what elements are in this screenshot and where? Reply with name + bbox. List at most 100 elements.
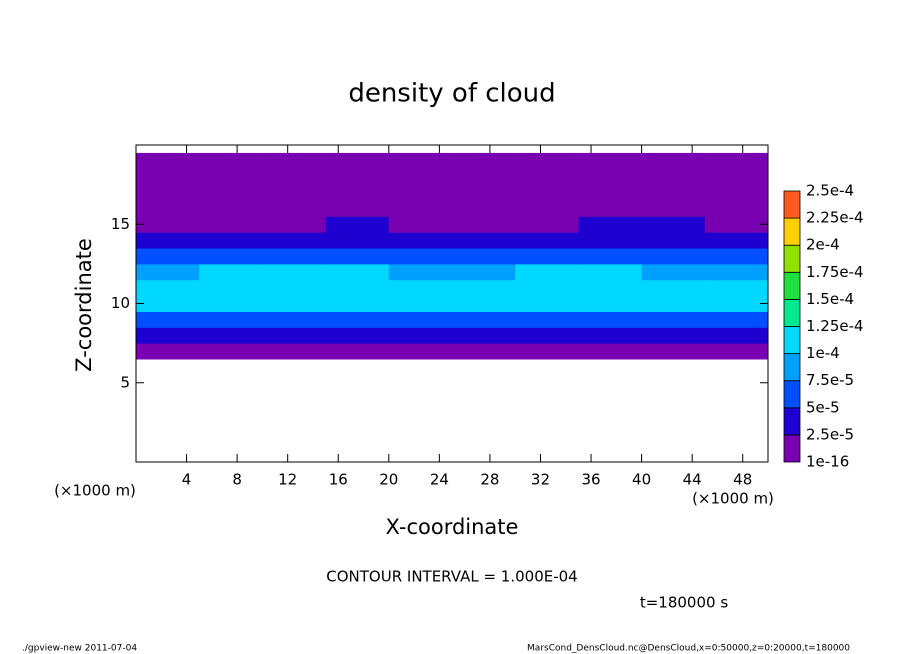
y-tick-label: 10 — [111, 294, 130, 312]
cell — [515, 152, 579, 170]
colorbar-box — [783, 271, 801, 300]
cell — [325, 152, 390, 170]
cell — [641, 200, 706, 217]
cell — [262, 263, 327, 281]
cell — [452, 152, 516, 170]
cell — [199, 200, 263, 217]
cell — [325, 184, 390, 201]
cell — [262, 279, 327, 297]
cell — [136, 200, 200, 217]
cell — [199, 279, 263, 297]
cell — [136, 311, 200, 328]
cell — [262, 184, 327, 201]
cell — [452, 311, 516, 328]
cell — [325, 279, 390, 297]
cell — [704, 216, 769, 233]
contour-note: CONTOUR INTERVAL = 1.000E-04 — [326, 568, 577, 586]
cell — [199, 295, 263, 312]
cell — [641, 279, 706, 297]
cell — [452, 343, 516, 360]
cell — [136, 152, 200, 170]
cell — [578, 200, 643, 217]
x-tick-label: 32 — [531, 471, 550, 489]
colorbar-label: 1.75e-4 — [806, 263, 864, 281]
cell — [452, 168, 516, 186]
cell — [452, 295, 516, 312]
x-tick-label: 48 — [733, 471, 752, 489]
colorbar-label: 5e-5 — [806, 398, 840, 416]
footer-left: ./gpview-new 2011-07-04 — [22, 644, 137, 654]
chart-title: density of cloud — [348, 79, 555, 109]
time-note: t=180000 s — [640, 594, 728, 612]
cell — [641, 327, 706, 344]
cell — [388, 200, 453, 217]
cell — [325, 216, 390, 233]
cell — [388, 248, 453, 265]
cell — [136, 327, 200, 344]
cell — [388, 152, 453, 170]
footer-right: MarsCond_DensCloud.nc@DensCloud,x=0:5000… — [527, 644, 850, 654]
colorbar-label: 2.5e-4 — [806, 182, 854, 200]
cell — [578, 263, 643, 281]
cell — [452, 216, 516, 233]
cell — [136, 295, 200, 312]
x-tick-label: 44 — [683, 471, 702, 489]
x-tick-label: 12 — [278, 471, 297, 489]
colorbar-box — [783, 407, 801, 436]
cell — [136, 168, 200, 186]
cell — [515, 263, 579, 281]
cell — [199, 168, 263, 186]
cell — [136, 216, 200, 233]
cell — [262, 232, 327, 249]
cell — [262, 343, 327, 360]
cell — [325, 248, 390, 265]
cell — [578, 295, 643, 312]
cell — [578, 216, 643, 233]
cell — [199, 343, 263, 360]
cell — [704, 311, 769, 328]
colorbar-label: 2.5e-5 — [806, 425, 854, 443]
cell — [199, 248, 263, 265]
x-tick-label: 36 — [581, 471, 600, 489]
cell — [199, 232, 263, 249]
cell — [515, 311, 579, 328]
colorbar-box — [783, 244, 801, 273]
cell — [262, 327, 327, 344]
cell — [136, 184, 200, 201]
cell — [578, 152, 643, 170]
cell — [578, 311, 643, 328]
cell — [136, 263, 200, 281]
cell — [136, 232, 200, 249]
cell — [136, 248, 200, 265]
cell — [388, 311, 453, 328]
cell — [325, 327, 390, 344]
cell — [641, 343, 706, 360]
colorbar-label: 2.25e-4 — [806, 209, 864, 227]
colorbar-label: 1e-16 — [806, 453, 849, 471]
colorbar-label: 2e-4 — [806, 236, 840, 254]
cell — [515, 200, 579, 217]
cell — [641, 295, 706, 312]
cell — [641, 184, 706, 201]
cell — [704, 263, 769, 281]
cell — [325, 343, 390, 360]
colorbar-label: 1.25e-4 — [806, 317, 864, 335]
cell — [704, 168, 769, 186]
cell — [388, 343, 453, 360]
cell — [388, 216, 453, 233]
cell — [515, 343, 579, 360]
cell — [262, 200, 327, 217]
cell — [452, 200, 516, 217]
y-unit: (×1000 m) — [54, 482, 136, 500]
cell — [704, 295, 769, 312]
cell — [515, 216, 579, 233]
cell — [388, 295, 453, 312]
colorbar-box — [783, 353, 801, 382]
cell — [578, 184, 643, 201]
cell — [388, 184, 453, 201]
cell — [515, 232, 579, 249]
cell — [325, 263, 390, 281]
cell — [452, 248, 516, 265]
cell — [704, 184, 769, 201]
x-tick-label: 28 — [480, 471, 499, 489]
